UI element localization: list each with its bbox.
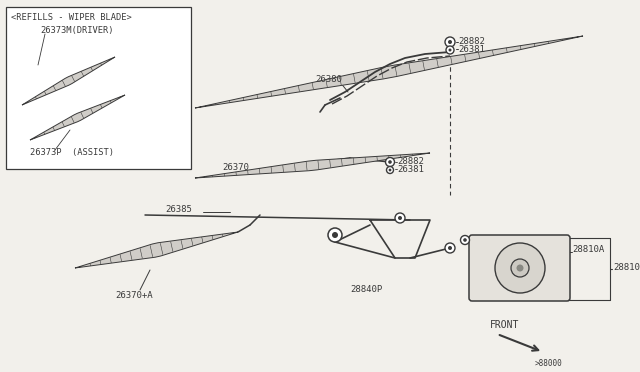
- Text: 26381: 26381: [458, 45, 485, 54]
- Circle shape: [387, 167, 394, 173]
- Text: 28840P: 28840P: [350, 285, 382, 295]
- Circle shape: [445, 243, 455, 253]
- Circle shape: [495, 243, 545, 293]
- Text: 28810A: 28810A: [572, 246, 604, 254]
- FancyBboxPatch shape: [469, 235, 570, 301]
- Circle shape: [328, 228, 342, 242]
- Circle shape: [398, 216, 402, 220]
- Bar: [6, 7, 191, 169]
- Text: 28810: 28810: [613, 263, 640, 273]
- Circle shape: [385, 157, 394, 167]
- Text: 26380: 26380: [315, 76, 342, 84]
- Text: 28882: 28882: [458, 36, 485, 45]
- Circle shape: [463, 238, 467, 242]
- Text: 26370: 26370: [222, 164, 249, 173]
- Circle shape: [332, 232, 338, 238]
- Circle shape: [511, 259, 529, 277]
- Circle shape: [395, 213, 405, 223]
- Polygon shape: [195, 153, 430, 178]
- Text: 26373M(DRIVER): 26373M(DRIVER): [40, 26, 113, 35]
- Circle shape: [448, 40, 452, 44]
- Text: >88000: >88000: [535, 359, 563, 369]
- Circle shape: [446, 46, 454, 54]
- Text: 28882: 28882: [397, 157, 424, 166]
- Polygon shape: [75, 232, 238, 268]
- Polygon shape: [22, 57, 115, 105]
- Polygon shape: [30, 95, 125, 140]
- Circle shape: [388, 160, 392, 164]
- Circle shape: [516, 264, 524, 272]
- Text: FRONT: FRONT: [490, 320, 520, 330]
- Text: <REFILLS - WIPER BLADE>: <REFILLS - WIPER BLADE>: [11, 13, 132, 22]
- Circle shape: [445, 37, 455, 47]
- Polygon shape: [195, 36, 583, 108]
- Text: 26370+A: 26370+A: [115, 291, 152, 299]
- Text: 26373P  (ASSIST): 26373P (ASSIST): [30, 148, 114, 157]
- Circle shape: [448, 246, 452, 250]
- Text: 26381: 26381: [397, 164, 424, 173]
- Text: 26385: 26385: [165, 205, 192, 215]
- Circle shape: [461, 235, 470, 244]
- Circle shape: [449, 48, 451, 51]
- Circle shape: [388, 169, 392, 171]
